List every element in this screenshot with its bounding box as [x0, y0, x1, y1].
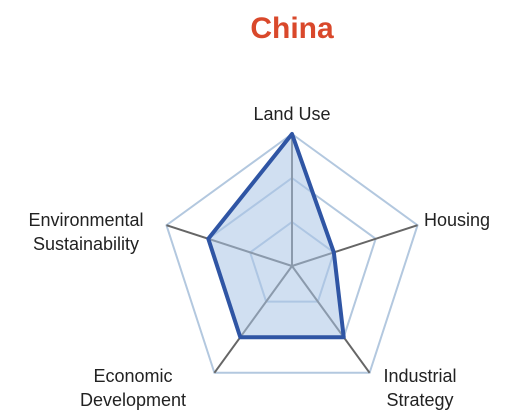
axis-label-2: Housing — [424, 210, 490, 230]
axis-label-1: Land Use — [253, 104, 330, 124]
chart-title: China — [250, 12, 334, 45]
axis-label-5: Environmental Sustainability — [28, 210, 143, 254]
axis-label-4: Economic Development — [80, 366, 186, 410]
axis-label-3: Industrial Strategy — [383, 366, 456, 410]
grid-ring-3 — [165, 132, 419, 374]
radar-series — [206, 132, 346, 340]
series-line — [206, 132, 346, 340]
axis-labels: Land Use Housing Industrial Strategy Economi… — [28, 104, 490, 410]
